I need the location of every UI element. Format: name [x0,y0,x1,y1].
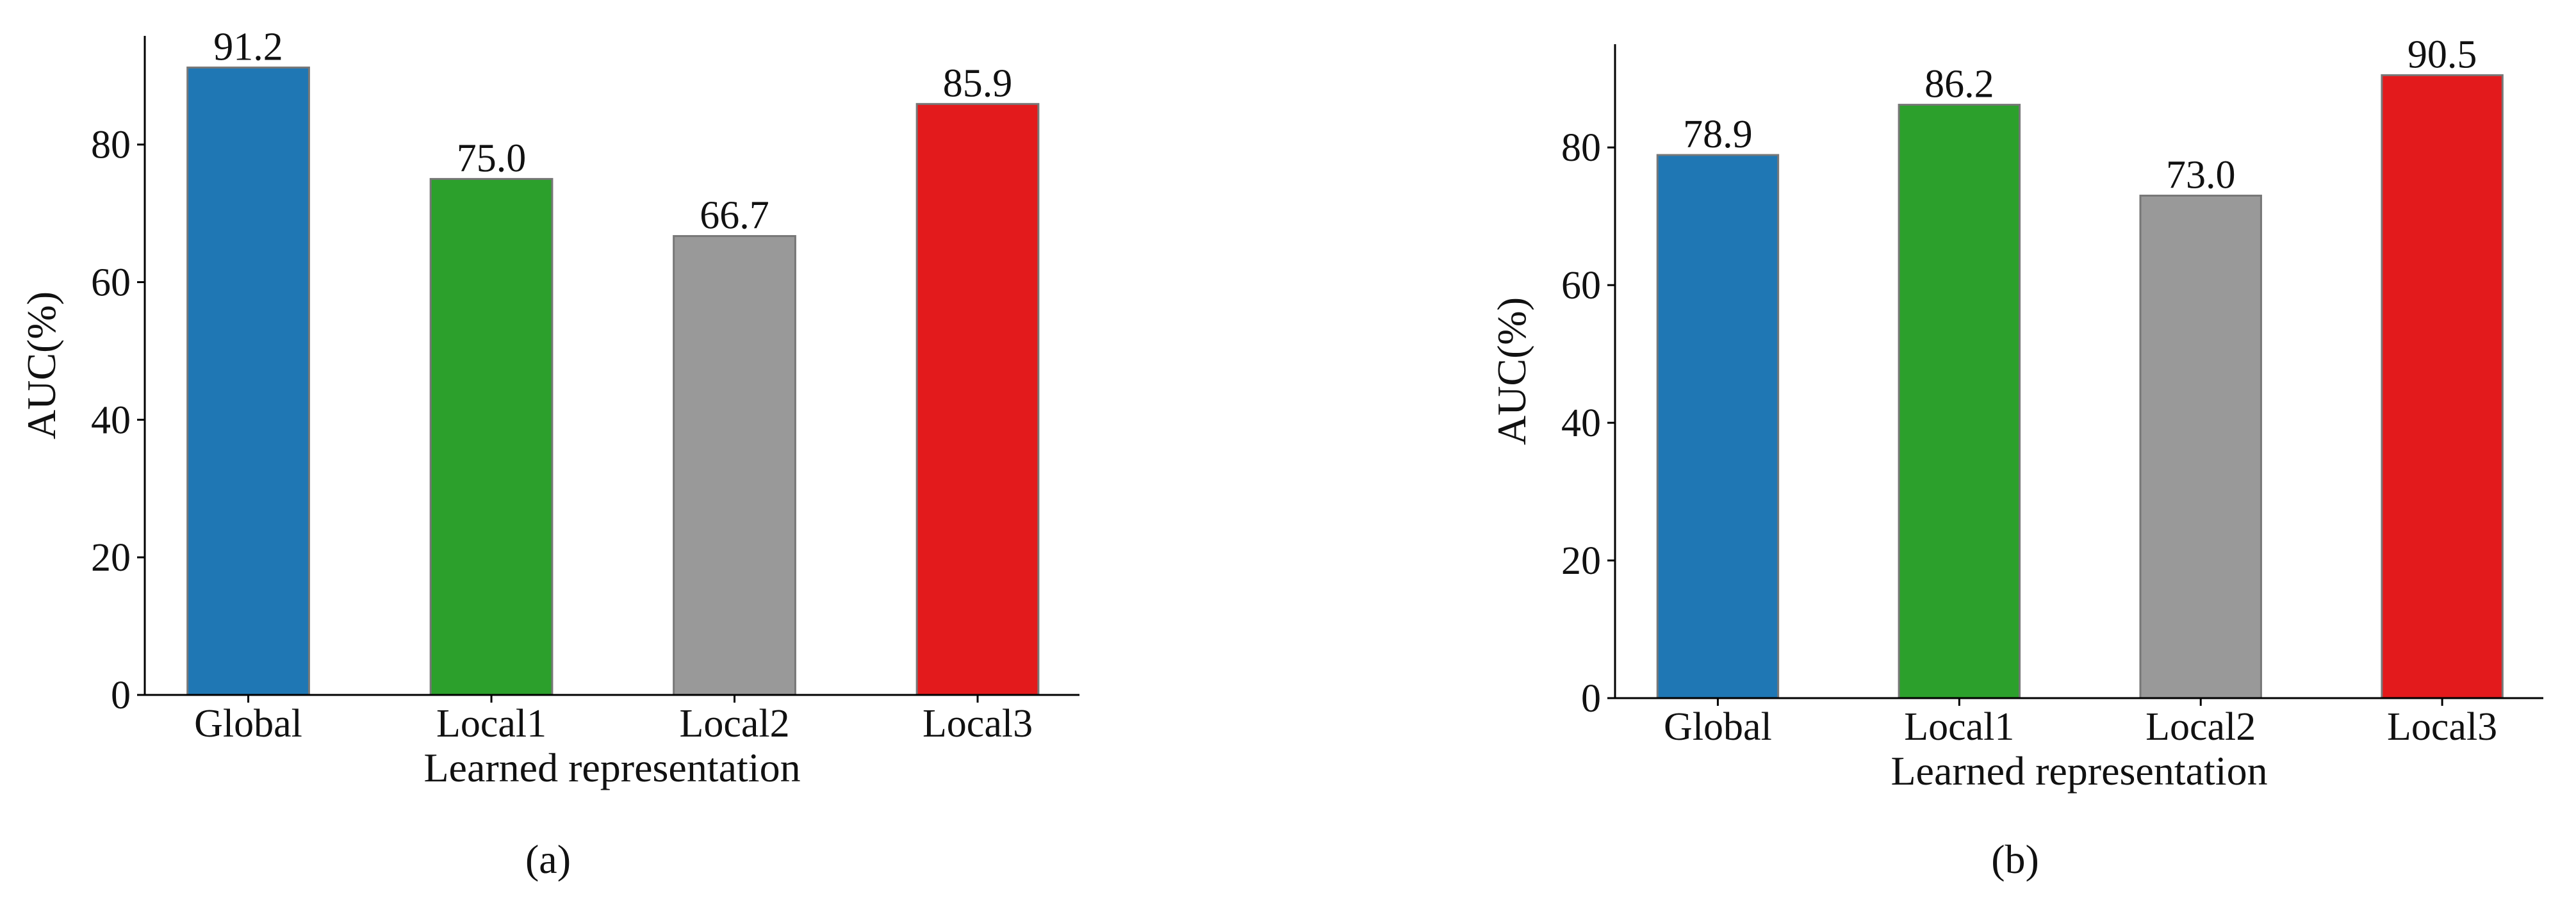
y-axis-label: AUC(%) [19,291,64,439]
bar [673,235,796,696]
value-label: 73.0 [2166,153,2236,197]
y-tick-label: 0 [111,674,131,717]
y-tick-label: 60 [91,261,131,305]
value-label: 78.9 [1683,113,1753,156]
x-tick-label: Local2 [679,702,789,746]
bar [429,177,554,696]
value-label: 91.2 [213,25,283,69]
x-tick-label: Global [1664,705,1772,749]
value-label: 90.5 [2408,33,2477,76]
y-tick-label: 0 [1581,677,1601,721]
value-label: 86.2 [1924,63,1994,106]
caption: (a) [525,836,571,882]
y-tick-label: 20 [91,536,131,580]
y-tick-label: 40 [1561,402,1601,445]
y-tick-label: 20 [1561,539,1601,583]
x-tick-label: Local3 [2387,705,2497,749]
y-tick-label: 80 [1561,126,1601,170]
value-label: 66.7 [700,194,769,238]
y-tick-label: 60 [1561,264,1601,307]
bar [915,102,1040,696]
bar [186,66,310,696]
y-tick-label: 80 [91,124,131,167]
y-tick-label: 40 [91,398,131,442]
caption: (b) [1991,836,2039,882]
x-tick-label: Local2 [2145,705,2256,749]
bar [1656,154,1780,699]
x-axis-label: Learned representation [1891,748,2267,794]
x-tick-label: Local3 [923,702,1033,746]
x-tick-label: Global [194,702,302,746]
bar [1898,104,2021,699]
bar [2381,74,2504,699]
x-tick-label: Local1 [1904,705,2014,749]
x-tick-label: Local1 [436,702,546,746]
x-axis-label: Learned representation [423,745,800,790]
y-axis-label: AUC(%) [1489,297,1534,445]
value-label: 75.0 [457,136,527,180]
bar [2139,194,2262,699]
value-label: 85.9 [943,61,1013,105]
